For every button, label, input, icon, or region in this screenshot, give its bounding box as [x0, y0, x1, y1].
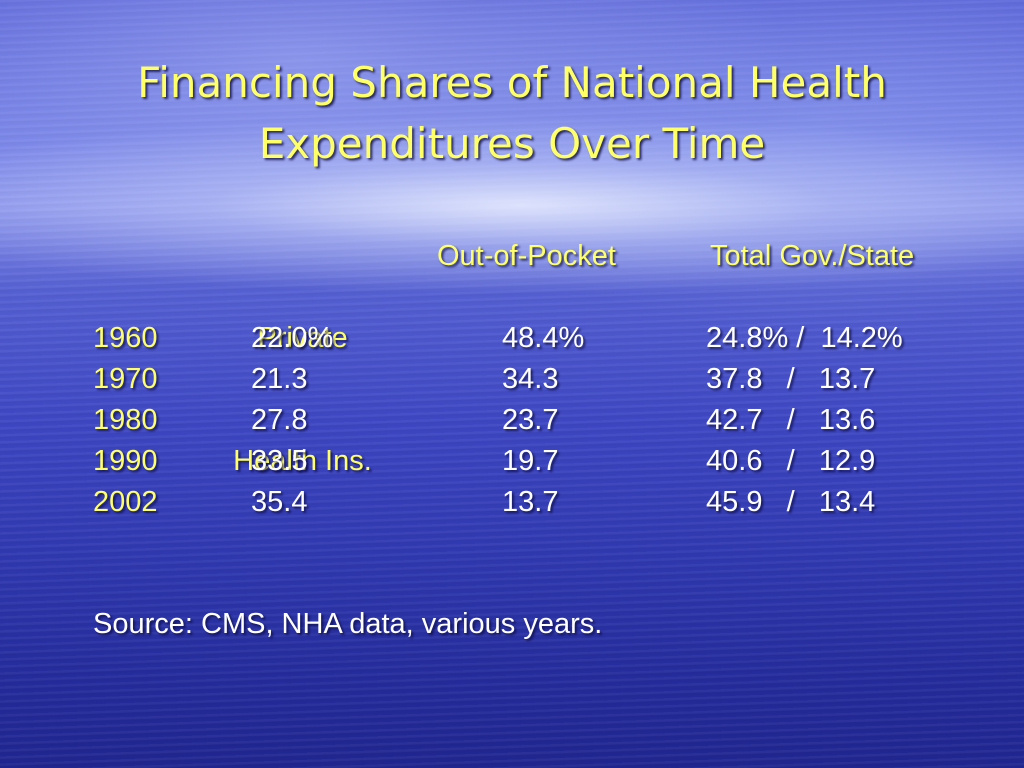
row-gov-value: 40.6 / 12.9 — [706, 445, 876, 477]
row-oop-value: 23.7 — [502, 404, 559, 436]
row-private-value: 35.4 — [251, 486, 308, 518]
row-oop-value: 19.7 — [502, 445, 559, 477]
row-gov-value: 42.7 / 13.6 — [706, 404, 876, 436]
header-private-health-ins: Private Health Ins. — [205, 236, 400, 564]
row-gov-value: 24.8% / 14.2% — [706, 322, 903, 354]
header-private-line-2: Health Ins. — [233, 445, 372, 477]
row-year-label: 1960 — [93, 322, 158, 354]
row-private-value: 22.0% — [251, 322, 334, 354]
row-oop-value: 13.7 — [502, 486, 559, 518]
title-line-2: Expenditures Over Time — [258, 119, 766, 168]
row-private-value: 21.3 — [251, 363, 308, 395]
header-total-gov-state: Total Gov./State — [710, 240, 915, 272]
row-oop-value: 34.3 — [502, 363, 559, 395]
row-gov-value: 37.8 / 13.7 — [706, 363, 876, 395]
row-gov-value: 45.9 / 13.4 — [706, 486, 876, 518]
row-year-label: 1990 — [93, 445, 158, 477]
header-out-of-pocket: Out-of-Pocket — [437, 240, 616, 272]
title-line-1: Financing Shares of National Health — [137, 58, 887, 107]
row-year-label: 2002 — [93, 486, 158, 518]
row-year-label: 1980 — [93, 404, 158, 436]
row-oop-value: 48.4% — [502, 322, 585, 354]
row-private-value: 33.5 — [251, 445, 308, 477]
slide-title: Financing Shares of National Health Expe… — [0, 52, 1024, 174]
row-private-value: 27.8 — [251, 404, 308, 436]
row-year-label: 1970 — [93, 363, 158, 395]
header-private-line-1: Private — [257, 322, 348, 354]
source-note: Source: CMS, NHA data, various years. — [93, 608, 603, 640]
